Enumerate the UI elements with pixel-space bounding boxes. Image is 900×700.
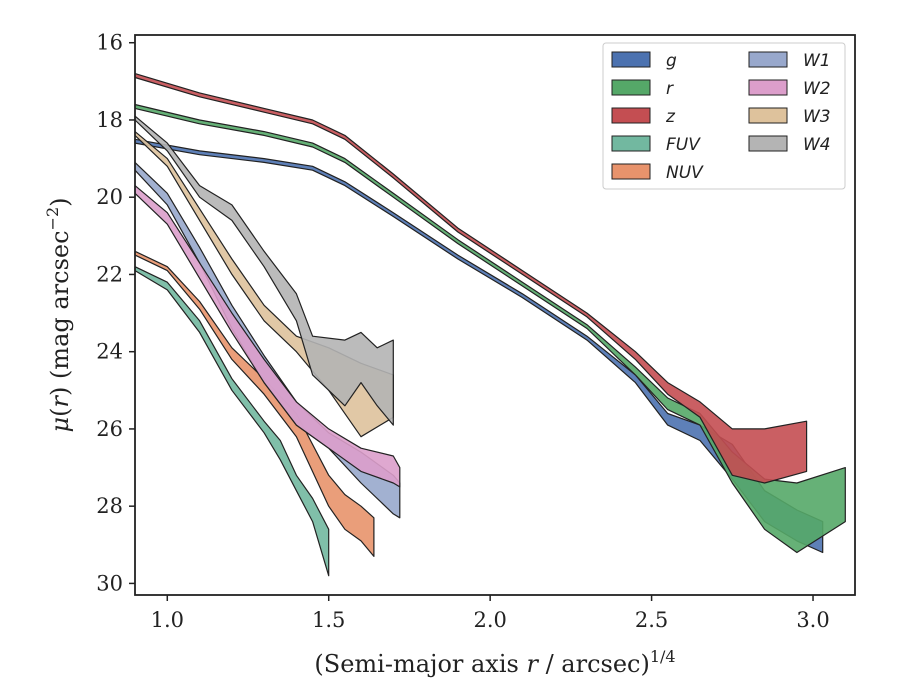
legend-label-nuv: NUV <box>666 163 704 183</box>
x-tick-label: 2.0 <box>473 608 506 632</box>
x-ticks: 1.0 1.5 2.0 2.5 3.0 <box>151 595 830 632</box>
x-tick-label: 2.5 <box>635 608 668 632</box>
y-tick-label: 28 <box>96 494 123 518</box>
legend-swatch-w4 <box>748 135 788 152</box>
legend-label-w1: W1 <box>803 51 831 71</box>
legend-label-w4: W4 <box>803 135 831 155</box>
legend-swatch-g <box>611 51 651 68</box>
legend-label-r: r <box>666 79 674 99</box>
legend-label-z: z <box>665 107 676 127</box>
y-tick-label: 26 <box>96 417 123 441</box>
legend-swatch-nuv <box>611 163 651 180</box>
y-tick-label: 22 <box>96 262 123 286</box>
x-tick-label: 1.0 <box>151 608 184 632</box>
x-tick-label: 1.5 <box>312 608 345 632</box>
y-tick-label: 16 <box>96 31 123 55</box>
series-band-w4 <box>134 115 394 426</box>
y-tick-label: 30 <box>96 571 123 595</box>
series-band-fuv <box>134 266 330 577</box>
plot-frame <box>134 34 856 596</box>
series-band-w2 <box>134 185 401 488</box>
y-tick-label: 20 <box>96 185 123 209</box>
legend-swatch-z <box>611 107 651 124</box>
series-band-g <box>134 138 824 554</box>
legend-label-w3: W3 <box>803 107 831 127</box>
legend-swatch-fuv <box>611 135 651 152</box>
y-axis-label: μ(r) (mag arcsec−2) <box>43 197 74 432</box>
series-layer <box>134 72 846 577</box>
legend-swatch-w3 <box>748 107 788 124</box>
legend-label-fuv: FUV <box>666 135 701 155</box>
series-band-z <box>134 72 808 484</box>
legend: grz FUV NUV W1 W2 W3 W4 <box>602 42 846 190</box>
y-tick-label: 18 <box>96 108 123 132</box>
y-tick-label: 24 <box>96 340 123 364</box>
series-band-r <box>134 103 846 554</box>
x-tick-label: 3.0 <box>796 608 829 632</box>
legend-label-w2: W2 <box>803 79 831 99</box>
x-axis-label: (Semi-major axis r / arcsec)1/4 <box>314 647 675 678</box>
legend-swatch-w2 <box>748 79 788 96</box>
legend-swatch-w1 <box>748 51 788 68</box>
legend-swatch-r <box>611 79 651 96</box>
legend-label-g: g <box>666 51 677 71</box>
y-ticks: 16 18 20 22 24 26 28 30 <box>96 31 135 595</box>
series-band-nuv <box>134 250 375 558</box>
